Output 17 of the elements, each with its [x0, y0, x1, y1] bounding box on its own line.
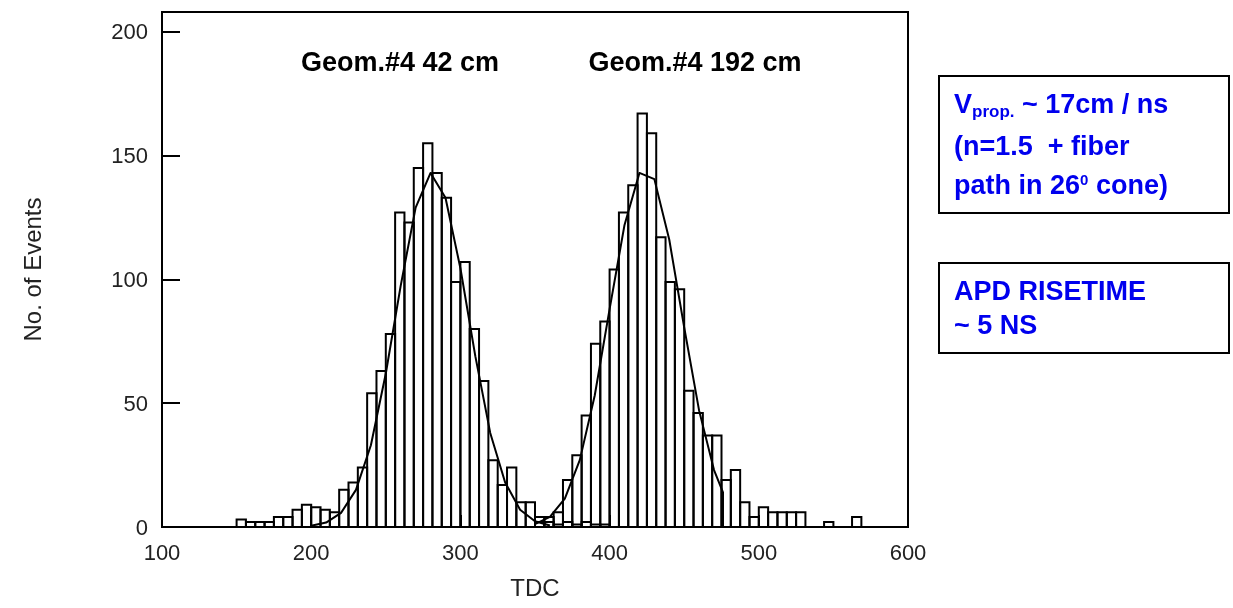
x-tick-label: 200	[292, 539, 330, 565]
annotation: Geom.#4 42 cm	[300, 46, 500, 78]
x-tick-label: 100	[143, 539, 181, 565]
x-tick-label: 300	[442, 539, 479, 565]
x-tick-label: 400	[591, 539, 628, 565]
y-axis-title: No. of Events	[18, 197, 46, 342]
y-tick-label: 150	[111, 143, 148, 169]
text: APD RISETIME ~ 5 NS	[938, 262, 1230, 354]
y-tick-label: 0	[135, 514, 148, 540]
x-tick-label: 600	[889, 539, 927, 565]
annotation: Geom.#4 192 cm	[588, 46, 802, 78]
y-tick-label: 100	[111, 266, 148, 292]
y-tick-label: 200	[111, 19, 148, 45]
x-tick-label: 500	[740, 539, 778, 565]
y-tick-label: 50	[123, 390, 148, 416]
text: V$_{prop.}$ ~ 17cm / ns (n=1.5 + fiber path in 26$^{0}$ cone)	[938, 75, 1230, 214]
x-axis-title: TDC	[510, 573, 560, 601]
